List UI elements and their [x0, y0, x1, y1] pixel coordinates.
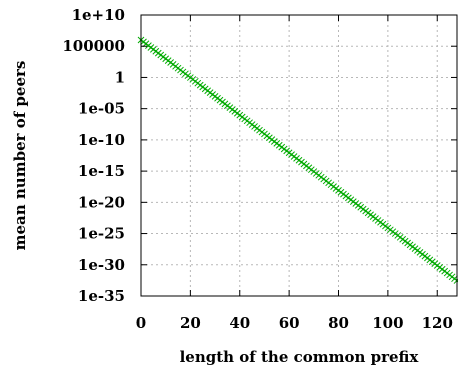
y-tick-label: 1e-35	[78, 287, 125, 305]
x-tick-label: 60	[279, 314, 300, 332]
y-axis-tick-labels: 1e+10 100000 1 1e-05 1e-10 1e-15 1e-20 1e-25 1e-…	[62, 6, 125, 305]
y-tick-label: 1e-30	[78, 256, 125, 274]
tick-marks	[140, 14, 457, 297]
grid	[141, 15, 457, 296]
plot-frame	[140, 14, 458, 297]
y-axis-title: mean number of peers	[11, 61, 29, 251]
y-tick-label: 100000	[62, 37, 125, 55]
x-tick-label: 120	[422, 314, 453, 332]
y-tick-label: 1e+10	[72, 6, 125, 24]
x-tick-label: 80	[328, 314, 349, 332]
x-axis-tick-labels: 0 20 40 60 80 100 120	[136, 314, 453, 332]
y-tick-label: 1e-05	[78, 100, 125, 118]
x-tick-label: 20	[180, 314, 201, 332]
x-tick-label: 40	[229, 314, 250, 332]
y-tick-label: 1e-15	[78, 162, 125, 180]
y-tick-label: 1e-20	[78, 193, 125, 211]
data-series	[137, 36, 458, 284]
y-tick-label: 1e-10	[78, 131, 125, 149]
y-tick-label: 1e-25	[78, 225, 125, 243]
x-tick-label: 0	[136, 314, 146, 332]
y-tick-label: 1	[115, 68, 125, 86]
x-tick-label: 100	[372, 314, 403, 332]
x-axis-title: length of the common prefix	[180, 348, 420, 366]
